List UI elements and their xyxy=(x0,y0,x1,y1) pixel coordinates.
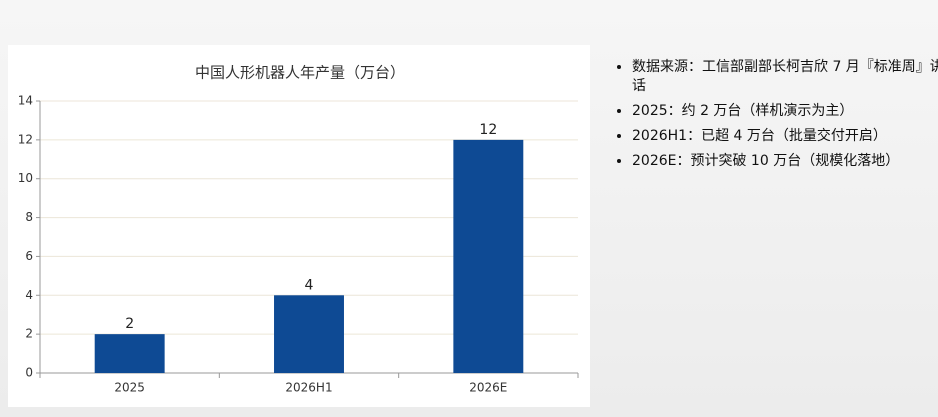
y-tick-label: 14 xyxy=(18,94,33,108)
value-label: 4 xyxy=(305,277,314,293)
y-tick-label: 12 xyxy=(18,132,33,146)
notes-list: 数据来源：工信部副部长柯吉欣 7 月『标准周』讲话 2025：约 2 万台（样机演… xyxy=(612,58,938,177)
x-tick-label: 2026E xyxy=(469,381,507,395)
bar xyxy=(274,295,344,373)
x-tick-label: 2025 xyxy=(114,381,145,395)
chart: 中国人形机器人年产量（万台） 0 2 4 6 8 10 12 14 2025 2 2026H1 4 20… xyxy=(17,63,579,395)
y-tick-label: 10 xyxy=(18,171,33,185)
bar xyxy=(453,139,524,373)
y-tick-label: 0 xyxy=(25,366,33,380)
y-tick-label: 8 xyxy=(25,210,33,224)
value-label: 12 xyxy=(479,122,497,138)
y-tick-label: 4 xyxy=(25,288,33,302)
note: 2026E：预计突破 10 万台（规模化落地） xyxy=(632,152,938,171)
chart-title: 中国人形机器人年产量（万台） xyxy=(195,64,405,82)
value-label: 2 xyxy=(125,316,134,332)
y-tick-label: 2 xyxy=(25,327,33,341)
note: 2025：约 2 万台（样机演示为主） xyxy=(632,102,938,121)
x-tick-label: 2026H1 xyxy=(285,381,332,395)
bar xyxy=(94,334,165,373)
y-tick-label: 6 xyxy=(25,249,33,263)
note: 2026H1：已超 4 万台（批量交付开启） xyxy=(632,127,938,146)
note: 数据来源：工信部副部长柯吉欣 7 月『标准周』讲话 xyxy=(632,58,938,96)
